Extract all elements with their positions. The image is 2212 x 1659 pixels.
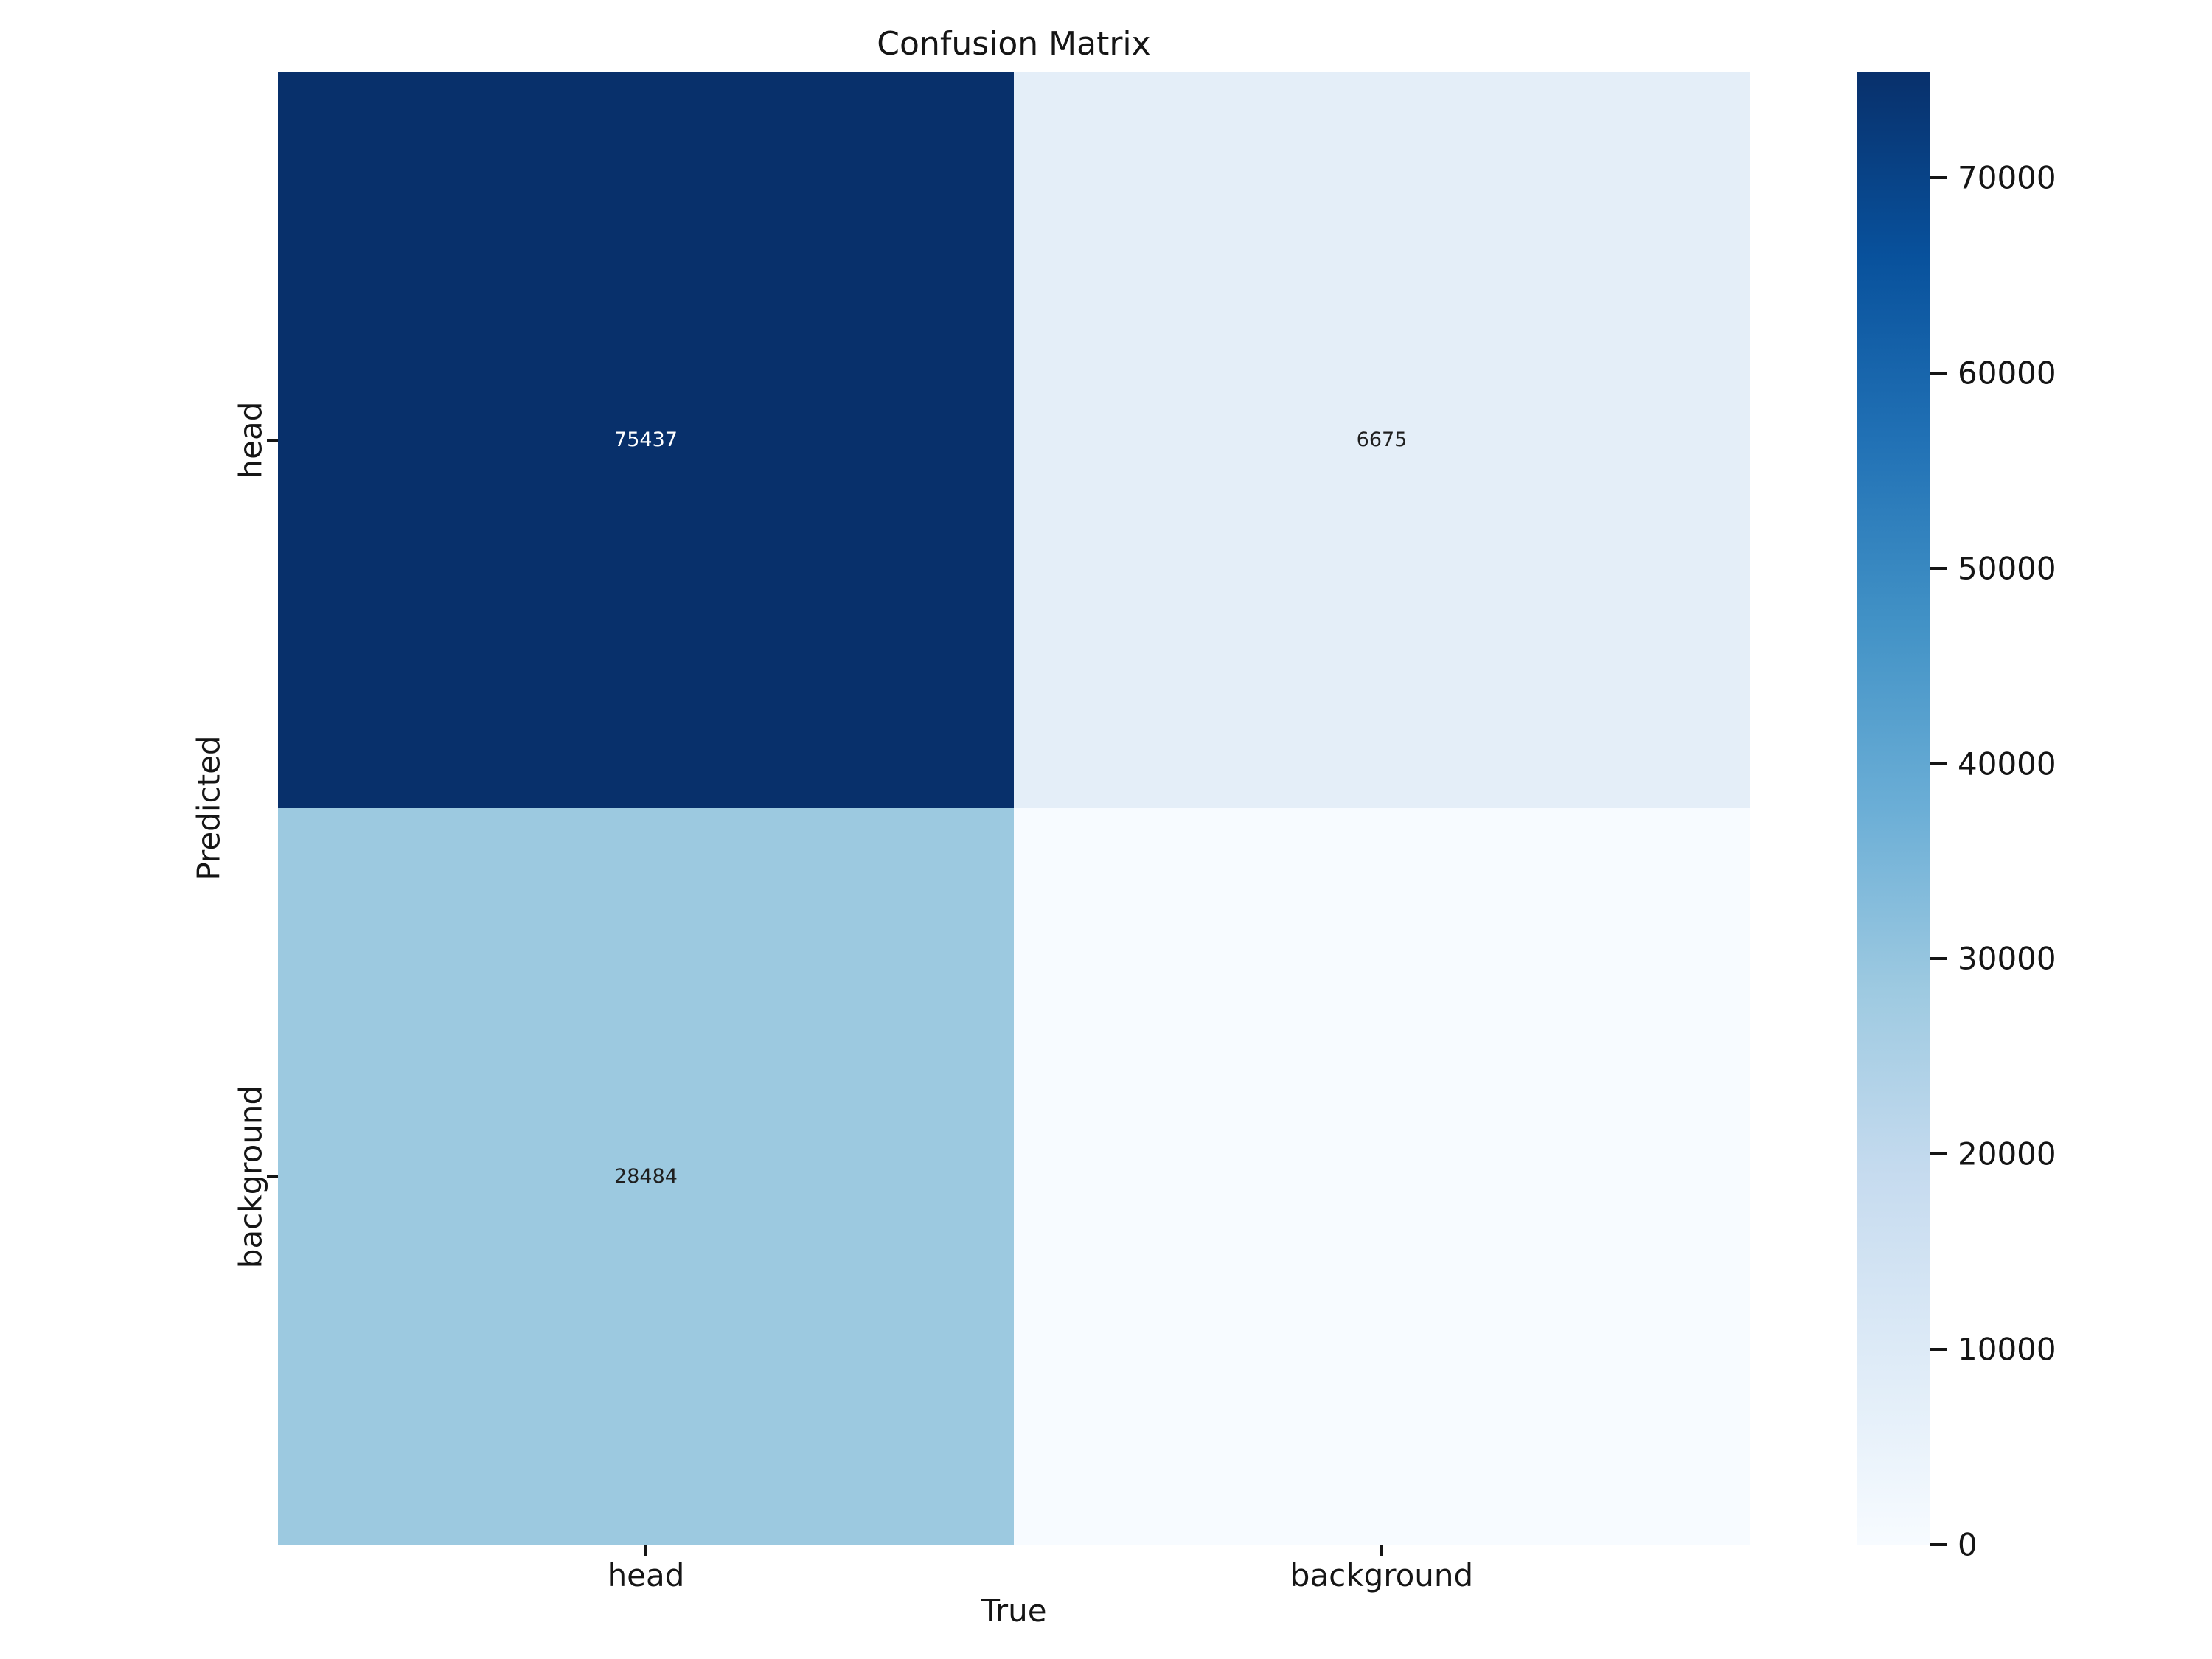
y-tick-mark-head bbox=[267, 439, 278, 442]
y-tick-label-head: head bbox=[232, 401, 269, 479]
colorbar-tick-label: 20000 bbox=[1958, 1135, 2056, 1172]
colorbar-tick-mark bbox=[1930, 957, 1947, 961]
x-axis-label: True bbox=[981, 1593, 1047, 1629]
colorbar-tick-mark bbox=[1930, 762, 1947, 765]
chart-title: Confusion Matrix bbox=[877, 25, 1151, 63]
colorbar bbox=[1857, 72, 1930, 1545]
colorbar-tick-label: 50000 bbox=[1958, 550, 2056, 587]
colorbar-tick-label: 10000 bbox=[1958, 1331, 2056, 1368]
y-axis-label: Predicted bbox=[190, 735, 227, 881]
matrix-cell-pred-background-true-head: 28484 bbox=[278, 808, 1014, 1545]
colorbar-tick-label: 60000 bbox=[1958, 355, 2056, 392]
colorbar-tick-mark bbox=[1930, 371, 1947, 375]
heatmap-grid: 75437 6675 28484 bbox=[278, 72, 1750, 1545]
cell-value-label: 28484 bbox=[614, 1165, 678, 1188]
colorbar-tick-mark bbox=[1930, 1152, 1947, 1156]
x-tick-label-head: head bbox=[607, 1557, 685, 1593]
y-tick-label-background: background bbox=[232, 1085, 269, 1269]
colorbar-tick-mark bbox=[1930, 1543, 1947, 1546]
y-tick-mark-background bbox=[267, 1175, 278, 1178]
x-tick-mark-head bbox=[644, 1545, 647, 1556]
matrix-cell-pred-background-true-background bbox=[1014, 808, 1750, 1545]
colorbar-tick-label: 70000 bbox=[1958, 159, 2056, 196]
colorbar-tick-label: 30000 bbox=[1958, 940, 2056, 977]
cell-value-label: 6675 bbox=[1356, 428, 1408, 451]
x-tick-label-background: background bbox=[1290, 1557, 1474, 1593]
colorbar-tick-mark bbox=[1930, 176, 1947, 179]
matrix-cell-pred-head-true-head: 75437 bbox=[278, 72, 1014, 808]
cell-value-label: 75437 bbox=[614, 428, 678, 451]
x-tick-mark-background bbox=[1380, 1545, 1383, 1556]
matrix-cell-pred-head-true-background: 6675 bbox=[1014, 72, 1750, 808]
colorbar-tick-mark bbox=[1930, 566, 1947, 570]
colorbar-tick-mark bbox=[1930, 1348, 1947, 1352]
colorbar-tick-label: 0 bbox=[1958, 1526, 1978, 1563]
colorbar-tick-label: 40000 bbox=[1958, 745, 2056, 782]
